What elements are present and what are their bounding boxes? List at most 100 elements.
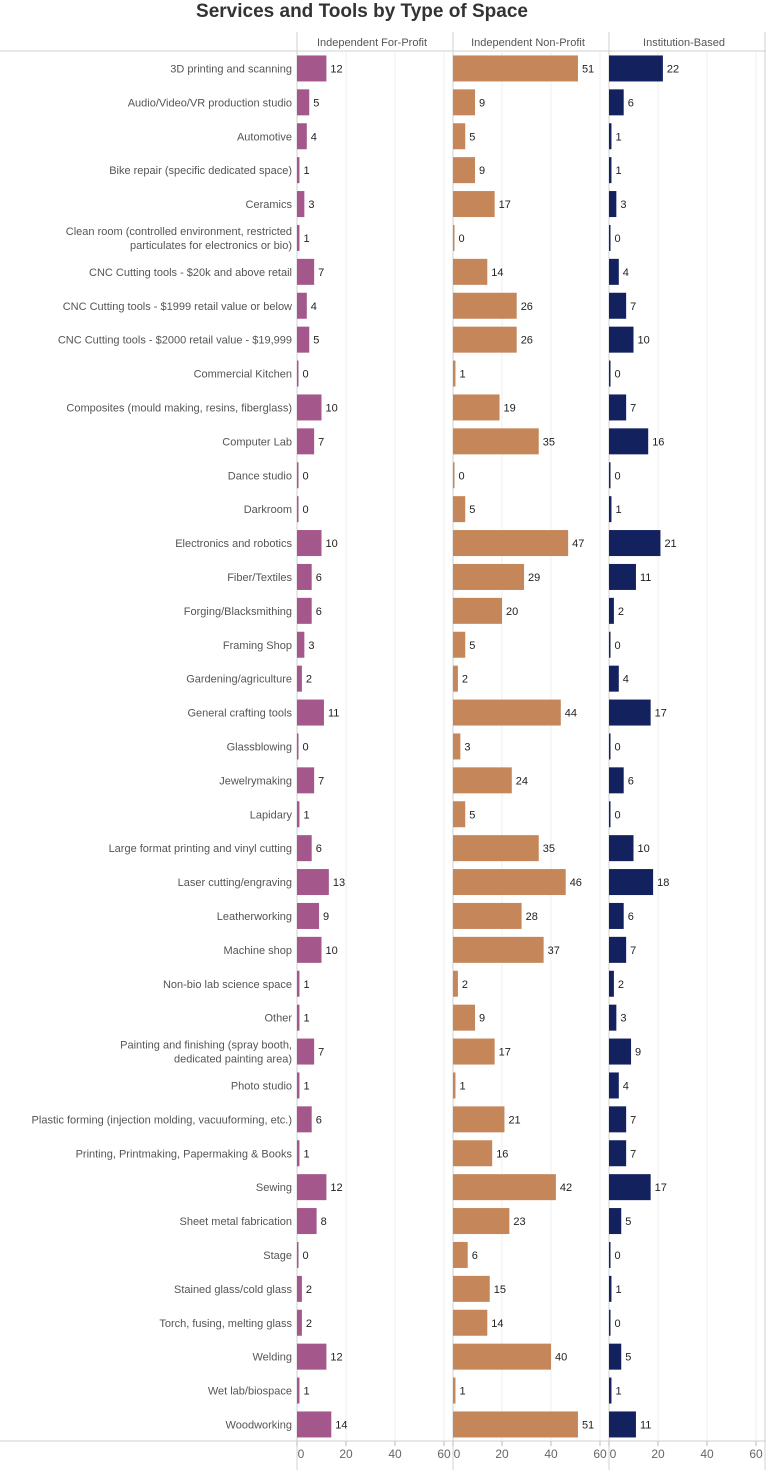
data-label: 5 bbox=[469, 809, 475, 821]
bar bbox=[609, 462, 611, 489]
data-label: 0 bbox=[615, 809, 621, 821]
bar bbox=[297, 1309, 302, 1336]
data-label: 8 bbox=[321, 1216, 327, 1228]
data-label: 0 bbox=[615, 369, 621, 381]
bar bbox=[453, 767, 512, 794]
data-label: 4 bbox=[311, 131, 317, 143]
bar bbox=[297, 258, 315, 285]
data-label: 1 bbox=[303, 233, 309, 245]
data-label: 16 bbox=[652, 436, 664, 448]
category-label: Framing Shop bbox=[223, 640, 292, 652]
bar bbox=[297, 1072, 300, 1099]
bar bbox=[297, 869, 329, 896]
category-label: Bike repair (specific dedicated space) bbox=[109, 165, 292, 177]
category-label: Large format printing and vinyl cutting bbox=[109, 843, 292, 855]
bar bbox=[453, 869, 566, 896]
panel-header: Institution-Based bbox=[643, 37, 725, 49]
data-label: 0 bbox=[459, 233, 465, 245]
data-label: 5 bbox=[469, 131, 475, 143]
data-label: 3 bbox=[464, 741, 470, 753]
data-label: 17 bbox=[499, 199, 511, 211]
bar bbox=[453, 970, 458, 997]
bar bbox=[609, 970, 614, 997]
data-label: 2 bbox=[306, 674, 312, 686]
data-label: 17 bbox=[655, 1182, 667, 1194]
data-label: 13 bbox=[333, 877, 345, 889]
data-label: 10 bbox=[638, 843, 650, 855]
bar bbox=[297, 970, 300, 997]
category-label: Darkroom bbox=[244, 504, 292, 516]
bar bbox=[453, 902, 522, 929]
bar bbox=[453, 631, 466, 658]
data-label: 51 bbox=[582, 63, 594, 75]
bar bbox=[453, 1038, 495, 1065]
bar bbox=[297, 902, 320, 929]
bar bbox=[297, 801, 300, 828]
bar bbox=[609, 1072, 619, 1099]
category-label: Jewelrymaking bbox=[219, 775, 292, 787]
data-label: 1 bbox=[459, 369, 465, 381]
category-label: Other bbox=[264, 1013, 292, 1025]
data-label: 6 bbox=[316, 1114, 322, 1126]
data-label: 0 bbox=[615, 741, 621, 753]
category-label: Woodworking bbox=[226, 1419, 292, 1431]
data-label: 1 bbox=[303, 1080, 309, 1092]
data-label: 37 bbox=[548, 945, 560, 957]
category-label: 3D printing and scanning bbox=[170, 63, 292, 75]
data-label: 51 bbox=[582, 1419, 594, 1431]
bar bbox=[453, 89, 476, 116]
category-label: Photo studio bbox=[231, 1080, 292, 1092]
data-label: 0 bbox=[459, 470, 465, 482]
category-label: Plastic forming (injection molding, vacu… bbox=[32, 1114, 292, 1126]
data-label: 18 bbox=[657, 877, 669, 889]
data-label: 9 bbox=[635, 1047, 641, 1059]
bar bbox=[453, 1275, 490, 1302]
data-label: 28 bbox=[526, 911, 538, 923]
bar bbox=[453, 1208, 510, 1235]
data-label: 3 bbox=[308, 199, 314, 211]
bar bbox=[297, 89, 310, 116]
data-label: 7 bbox=[630, 301, 636, 313]
data-label: 3 bbox=[308, 640, 314, 652]
data-label: 12 bbox=[330, 1182, 342, 1194]
data-label: 12 bbox=[330, 1352, 342, 1364]
x-tick-label: 0 bbox=[610, 1447, 617, 1461]
bar bbox=[609, 699, 651, 726]
bar bbox=[297, 1140, 300, 1167]
x-tick-label: 60 bbox=[749, 1447, 763, 1461]
bar bbox=[297, 191, 305, 218]
bar bbox=[609, 530, 661, 557]
bar bbox=[609, 224, 611, 251]
data-label: 9 bbox=[479, 97, 485, 109]
bar bbox=[453, 326, 517, 353]
bar bbox=[453, 1004, 476, 1031]
bar bbox=[297, 123, 307, 150]
data-label: 17 bbox=[499, 1047, 511, 1059]
bar bbox=[609, 360, 611, 387]
bar bbox=[297, 55, 327, 82]
data-label: 23 bbox=[513, 1216, 525, 1228]
bar bbox=[453, 936, 544, 963]
category-label: Lapidary bbox=[250, 809, 293, 821]
category-label: Computer Lab bbox=[222, 436, 292, 448]
category-label: General crafting tools bbox=[187, 708, 292, 720]
bar bbox=[297, 767, 315, 794]
data-label: 14 bbox=[491, 1318, 503, 1330]
x-tick-label: 0 bbox=[454, 1447, 461, 1461]
data-label: 1 bbox=[303, 1148, 309, 1160]
data-label: 9 bbox=[479, 165, 485, 177]
data-label: 1 bbox=[615, 504, 621, 516]
data-label: 1 bbox=[459, 1386, 465, 1398]
bar bbox=[609, 157, 612, 184]
category-label: CNC Cutting tools - $20k and above retai… bbox=[89, 267, 292, 279]
data-label: 0 bbox=[303, 369, 309, 381]
bar bbox=[609, 801, 611, 828]
data-label: 0 bbox=[615, 1318, 621, 1330]
category-label: Painting and finishing (spray booth, bbox=[120, 1040, 292, 1052]
x-tick-label: 20 bbox=[339, 1447, 353, 1461]
bar bbox=[297, 1038, 315, 1065]
panel-header: Independent For-Profit bbox=[317, 37, 427, 49]
data-label: 6 bbox=[628, 97, 634, 109]
bar bbox=[297, 631, 305, 658]
